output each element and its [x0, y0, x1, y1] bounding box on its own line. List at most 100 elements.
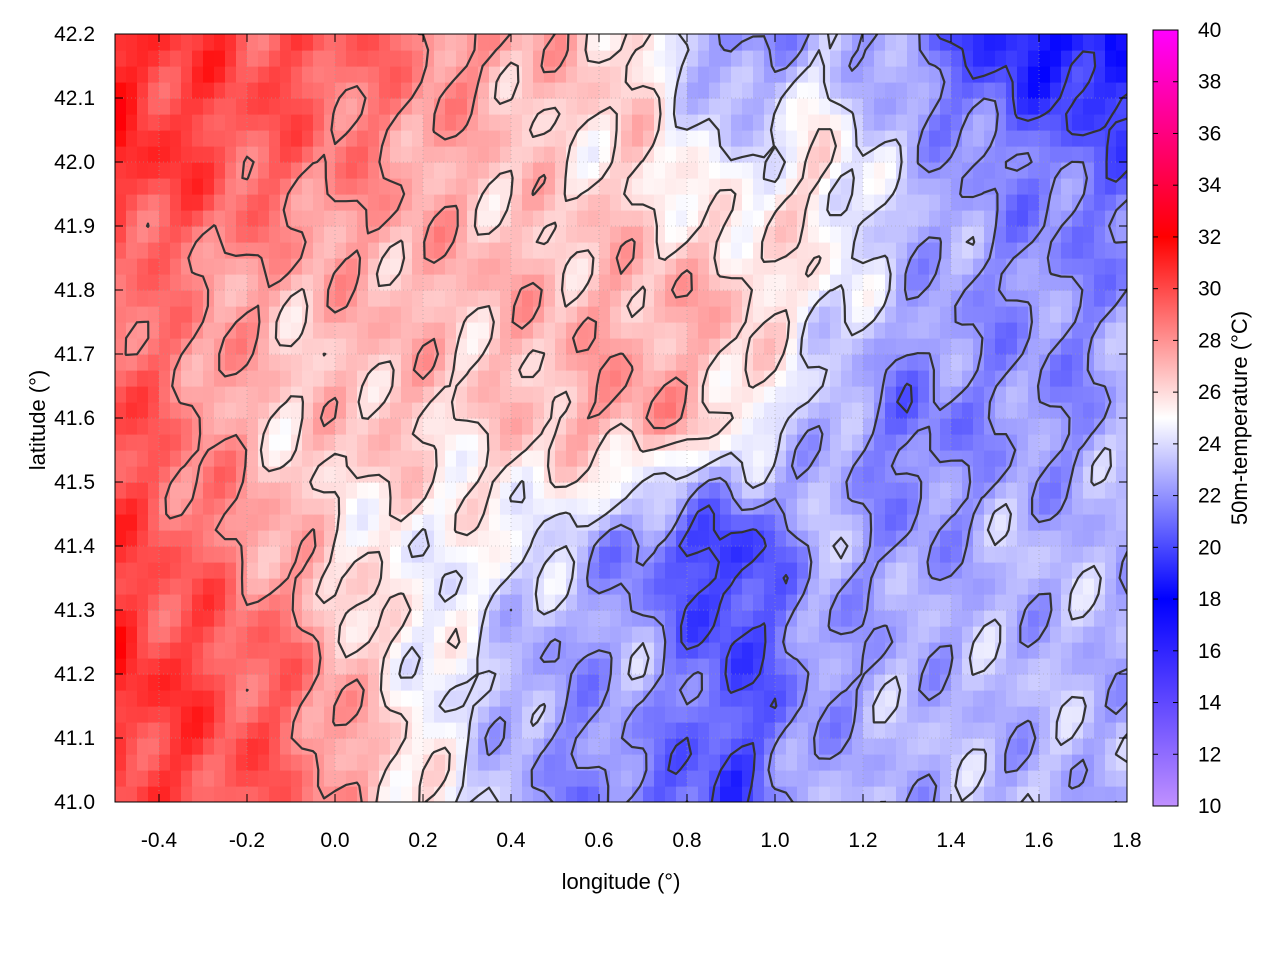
- heatmap-cell: [907, 498, 919, 515]
- heatmap-cell: [247, 290, 259, 307]
- heatmap-cell: [819, 274, 831, 291]
- heatmap-cell: [203, 34, 215, 51]
- heatmap-cell: [390, 354, 402, 371]
- heatmap-cell: [885, 130, 897, 147]
- heatmap-cell: [357, 386, 369, 403]
- heatmap-cell: [698, 66, 710, 83]
- heatmap-cell: [258, 210, 270, 227]
- heatmap-cell: [126, 434, 138, 451]
- heatmap-cell: [412, 610, 424, 627]
- heatmap-cell: [797, 546, 809, 563]
- heatmap-cell: [731, 514, 743, 531]
- heatmap-cell: [885, 194, 897, 211]
- heatmap-cell: [478, 418, 490, 435]
- heatmap-cell: [819, 482, 831, 499]
- heatmap-cell: [720, 546, 732, 563]
- heatmap-cell: [137, 162, 149, 179]
- heatmap-cell: [181, 546, 193, 563]
- heatmap-cell: [841, 114, 853, 131]
- heatmap-cell: [115, 722, 127, 739]
- heatmap-cell: [896, 402, 908, 419]
- heatmap-cell: [720, 178, 732, 195]
- heatmap-cell: [445, 514, 457, 531]
- heatmap-cell: [654, 674, 666, 691]
- heatmap-cell: [258, 98, 270, 115]
- heatmap-cell: [335, 626, 347, 643]
- heatmap-cell: [313, 450, 325, 467]
- heatmap-cell: [962, 242, 974, 259]
- heatmap-cell: [643, 434, 655, 451]
- heatmap-cell: [896, 562, 908, 579]
- heatmap-cell: [269, 178, 281, 195]
- heatmap-cell: [973, 98, 985, 115]
- heatmap-cell: [874, 274, 886, 291]
- heatmap-cell: [599, 610, 611, 627]
- heatmap-cell: [214, 306, 226, 323]
- heatmap-cell: [1094, 546, 1106, 563]
- heatmap-cell: [324, 98, 336, 115]
- heatmap-cell: [258, 706, 270, 723]
- heatmap-cell: [456, 242, 468, 259]
- heatmap-cell: [379, 114, 391, 131]
- heatmap-cell: [687, 50, 699, 67]
- heatmap-cell: [467, 386, 479, 403]
- heatmap-cell: [423, 322, 435, 339]
- heatmap-cell: [126, 306, 138, 323]
- heatmap-cell: [1050, 786, 1062, 802]
- heatmap-cell: [214, 482, 226, 499]
- heatmap-cell: [170, 610, 182, 627]
- heatmap-cell: [467, 114, 479, 131]
- heatmap-cell: [632, 162, 644, 179]
- heatmap-cell: [764, 562, 776, 579]
- heatmap-cell: [852, 770, 864, 787]
- heatmap-cell: [995, 722, 1007, 739]
- heatmap-cell: [1006, 690, 1018, 707]
- heatmap-cell: [203, 626, 215, 643]
- heatmap-cell: [390, 386, 402, 403]
- heatmap-cell: [445, 210, 457, 227]
- heatmap-cell: [500, 130, 512, 147]
- heatmap-cell: [1006, 642, 1018, 659]
- heatmap-cell: [852, 642, 864, 659]
- heatmap-cell: [500, 498, 512, 515]
- heatmap-cell: [742, 770, 754, 787]
- heatmap-cell: [665, 162, 677, 179]
- heatmap-cell: [1039, 770, 1051, 787]
- heatmap-cell: [753, 434, 765, 451]
- heatmap-cell: [665, 626, 677, 643]
- heatmap-cell: [1006, 274, 1018, 291]
- heatmap-cell: [159, 738, 171, 755]
- heatmap-cell: [368, 386, 380, 403]
- heatmap-cell: [1017, 626, 1029, 643]
- heatmap-cell: [709, 754, 721, 771]
- heatmap-cell: [544, 786, 556, 802]
- heatmap-cell: [269, 354, 281, 371]
- heatmap-cell: [192, 674, 204, 691]
- heatmap-cell: [973, 306, 985, 323]
- heatmap-cell: [445, 770, 457, 787]
- heatmap-cell: [247, 258, 259, 275]
- heatmap-cell: [830, 226, 842, 243]
- heatmap-cell: [159, 466, 171, 483]
- heatmap-cell: [357, 546, 369, 563]
- heatmap-cell: [841, 322, 853, 339]
- heatmap-cell: [687, 82, 699, 99]
- heatmap-cell: [280, 354, 292, 371]
- heatmap-cell: [203, 738, 215, 755]
- heatmap-cell: [731, 258, 743, 275]
- heatmap-cell: [863, 418, 875, 435]
- heatmap-cell: [1028, 578, 1040, 595]
- heatmap-cell: [302, 418, 314, 435]
- heatmap-cell: [676, 210, 688, 227]
- heatmap-cell: [445, 290, 457, 307]
- heatmap-cell: [885, 402, 897, 419]
- heatmap-cell: [357, 450, 369, 467]
- heatmap-cell: [368, 274, 380, 291]
- heatmap-cell: [1061, 546, 1073, 563]
- heatmap-cell: [632, 690, 644, 707]
- heatmap-cell: [412, 466, 424, 483]
- heatmap-cell: [599, 498, 611, 515]
- heatmap-cell: [1006, 146, 1018, 163]
- heatmap-cell: [643, 450, 655, 467]
- y-tick-label: 41.3: [54, 599, 95, 622]
